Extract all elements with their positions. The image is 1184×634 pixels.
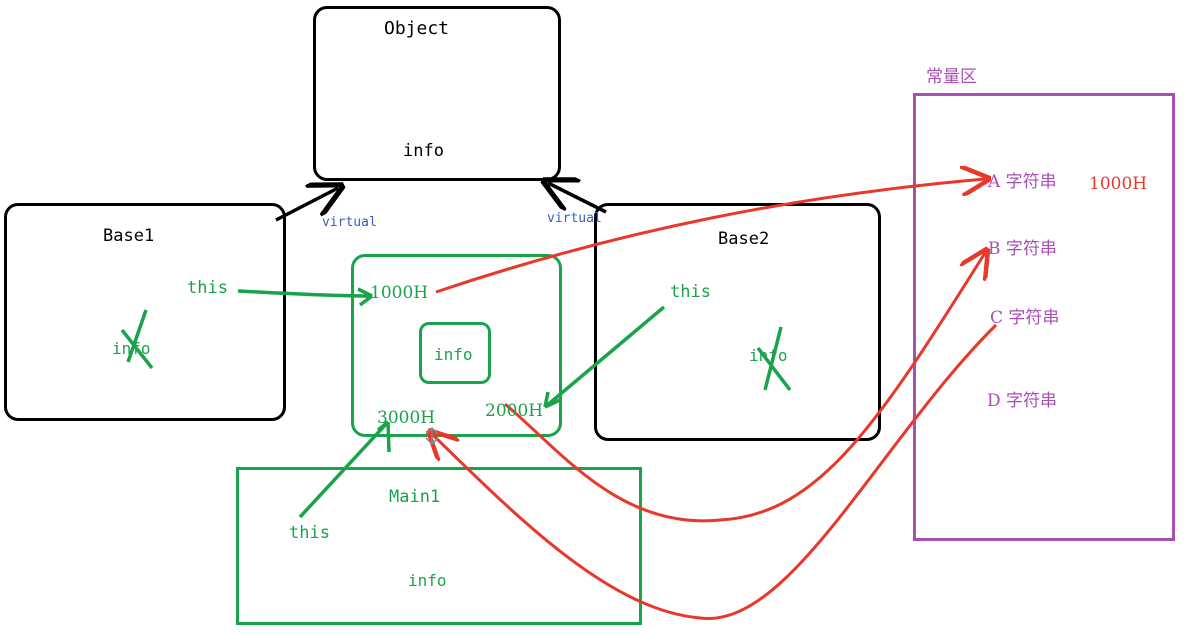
base1-title: Base1 xyxy=(103,226,155,246)
constant-item-a: A 字符串 xyxy=(988,172,1057,192)
base1-info-strike-icon xyxy=(120,309,154,370)
main1-this-label: this xyxy=(289,523,330,543)
constant-area-title: 常量区 xyxy=(926,67,977,87)
main1-box xyxy=(236,467,642,625)
base1-info: info xyxy=(112,339,151,358)
address-1000h: 1000H xyxy=(370,283,429,303)
base2-box xyxy=(594,203,881,441)
main1-title: Main1 xyxy=(389,487,441,507)
address-2000h: 2000H xyxy=(485,401,544,421)
constant-area-box xyxy=(913,93,1175,541)
cursor-icon xyxy=(425,426,439,446)
object-info: info xyxy=(403,141,444,161)
constant-item-c: C 字符串 xyxy=(990,308,1060,328)
main1-info: info xyxy=(408,571,447,590)
object-title: Object xyxy=(384,18,450,39)
instance-inner-info: info xyxy=(434,345,473,364)
base2-info-strike-icon xyxy=(756,326,792,392)
object-box xyxy=(313,6,561,181)
address-3000h: 3000H xyxy=(377,408,436,428)
base1-this-pointer xyxy=(237,287,374,307)
constant-item-d: D 字符串 xyxy=(987,391,1058,411)
constant-item-b: B 字符串 xyxy=(988,239,1057,259)
base2-title: Base2 xyxy=(718,229,770,249)
virtual-label-left: virtual xyxy=(322,215,377,230)
base2-this-label: this xyxy=(670,282,711,302)
red-pointer-1000h-to-a xyxy=(435,179,985,294)
red-pointer-c-to-3000h xyxy=(432,323,998,620)
base2-info: info xyxy=(749,346,788,365)
main1-this-pointer xyxy=(298,420,391,519)
base1-this-label: this xyxy=(187,278,228,298)
instance-inner-info-box xyxy=(419,322,491,384)
base2-this-pointer xyxy=(543,305,666,409)
constant-address-note: 1000H xyxy=(1089,174,1148,194)
red-pointer-2000h-to-b xyxy=(504,253,985,523)
base2-to-object-arrow xyxy=(548,183,607,214)
virtual-label-right: virtual xyxy=(547,211,602,226)
base1-to-object-arrow xyxy=(275,188,338,222)
base1-box xyxy=(4,203,286,421)
